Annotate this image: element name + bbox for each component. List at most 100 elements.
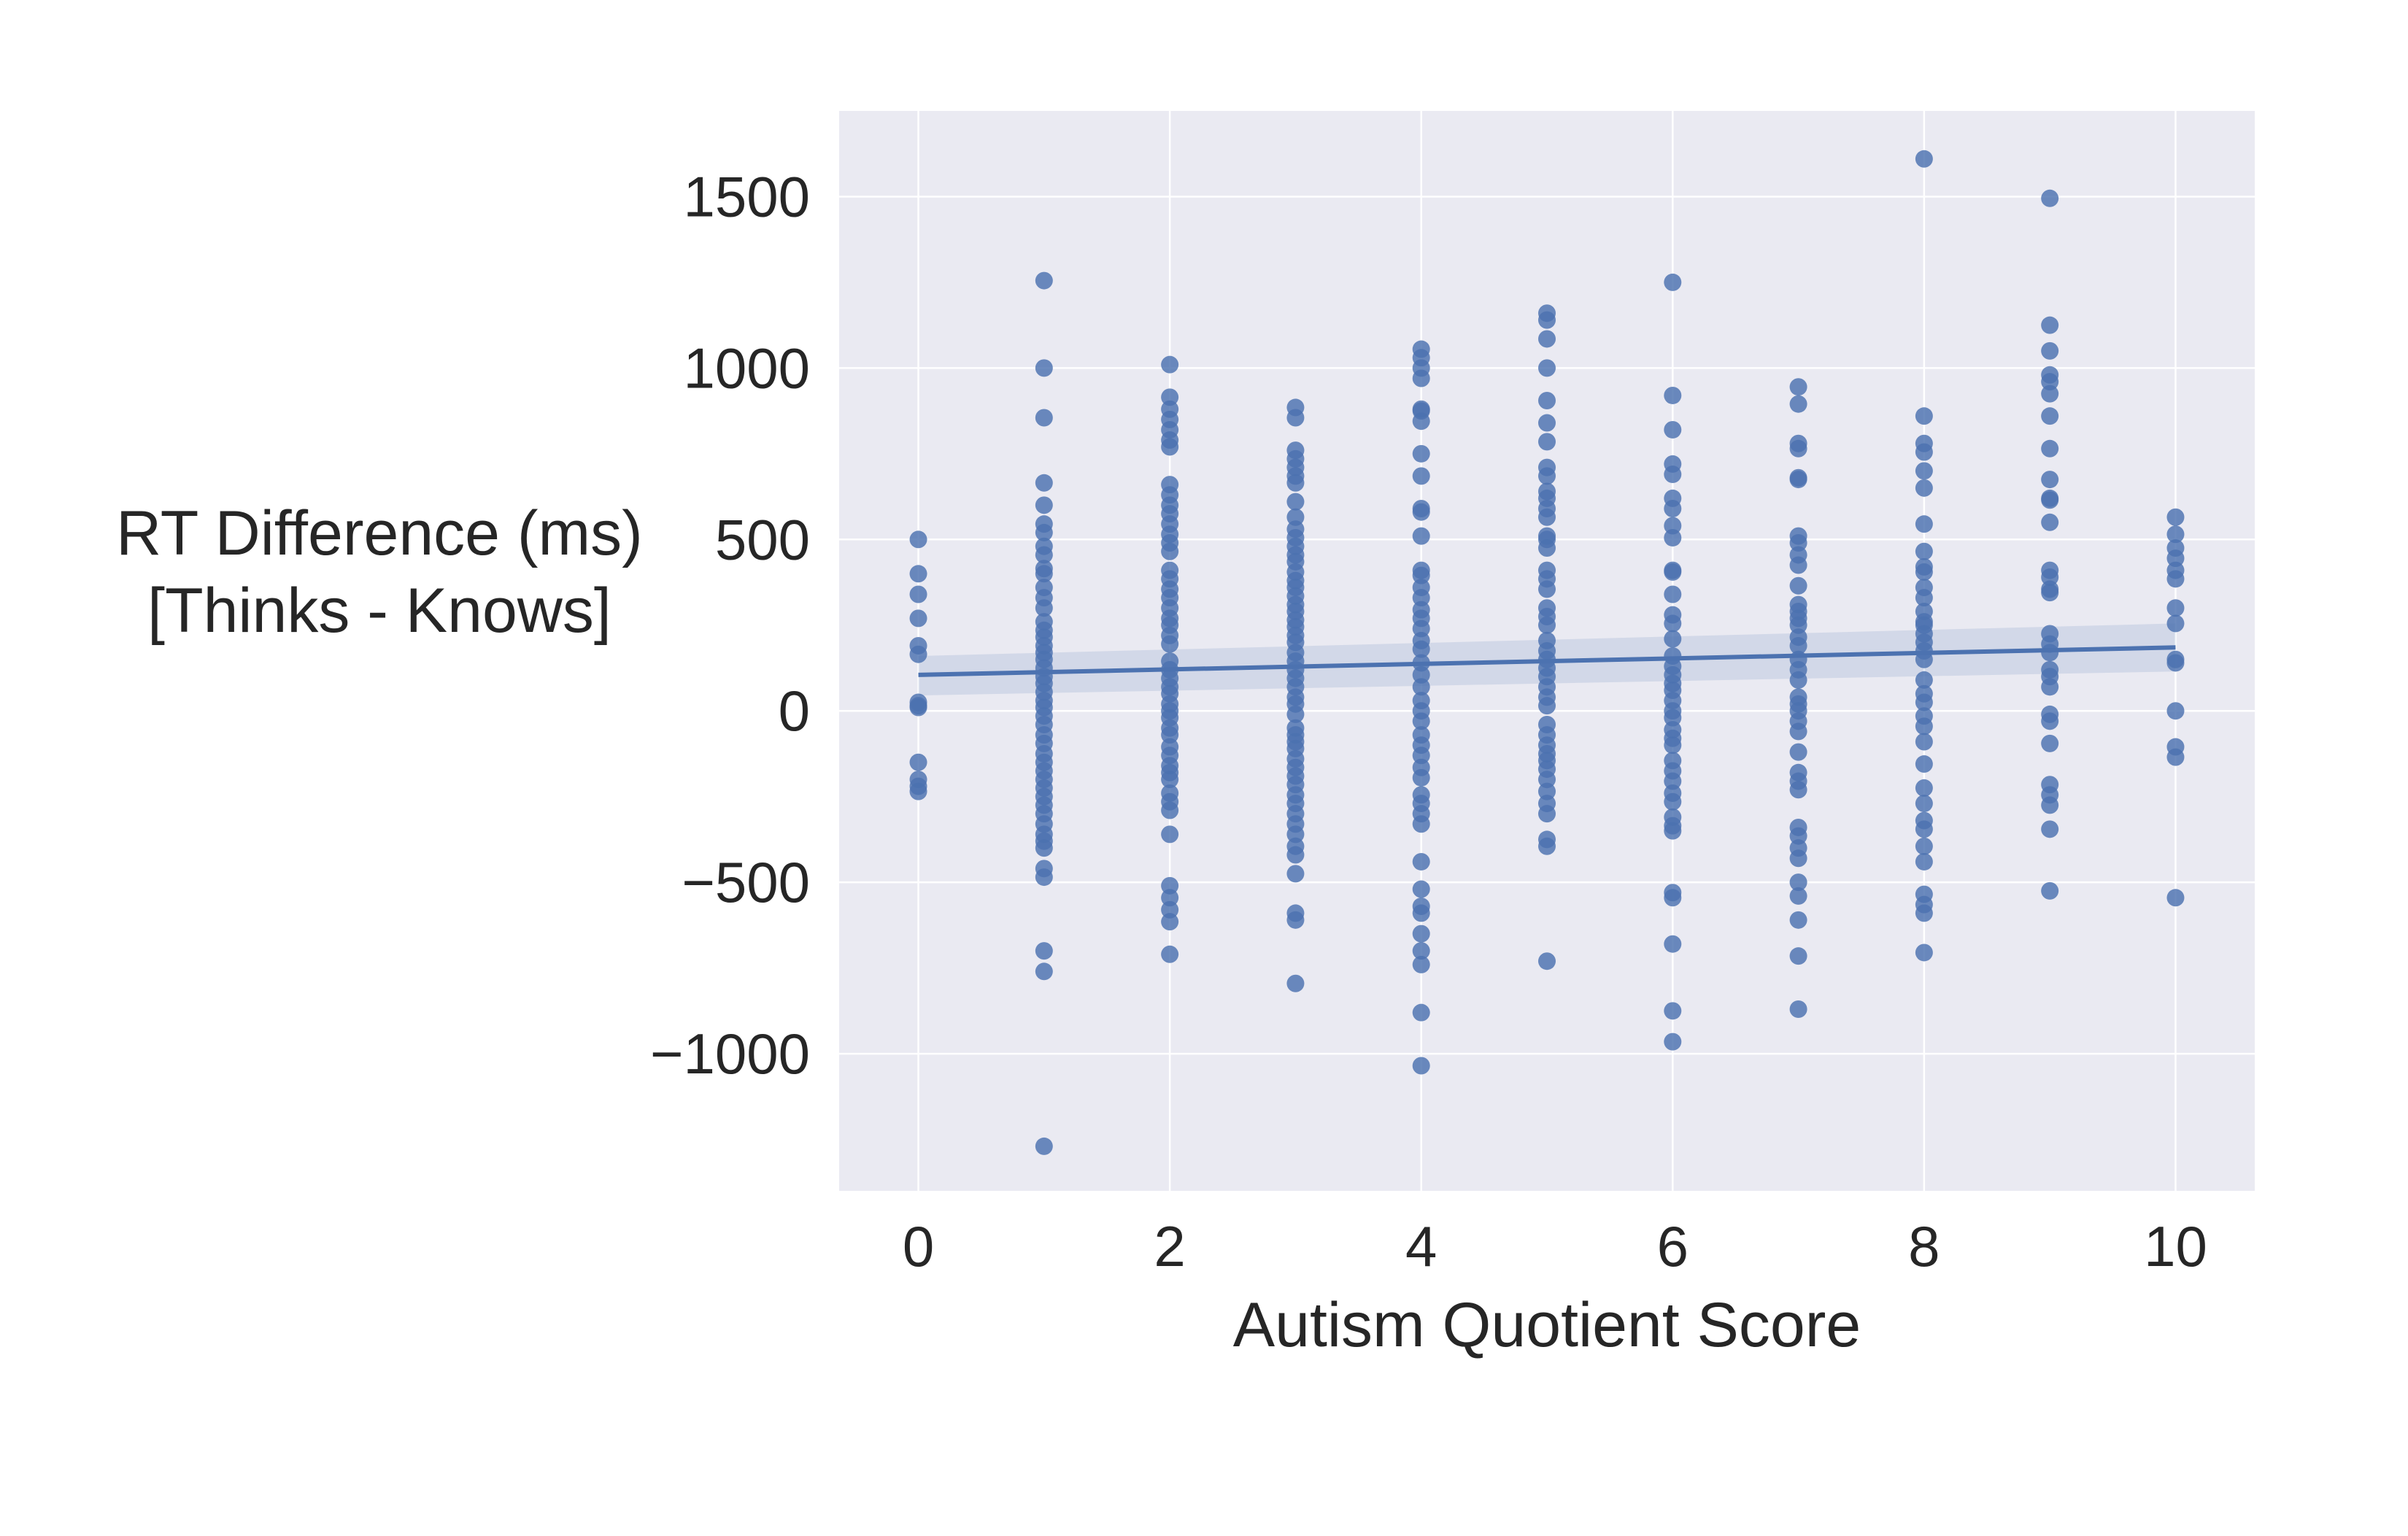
x-tick-label: 4 [1405,1214,1437,1278]
data-point [2166,599,2185,617]
data-point [2041,189,2059,207]
data-point [1412,768,1430,787]
data-point [1161,355,1179,374]
data-point [1161,913,1179,931]
data-point [1664,466,1682,484]
data-point [1286,865,1305,883]
data-point [1664,792,1682,811]
y-axis-label-line-1: RT Difference (ms) [116,498,643,568]
data-point [1538,580,1556,598]
x-tick-label: 10 [2144,1214,2207,1278]
data-point [909,565,927,583]
data-point [1664,709,1682,727]
data-point [1161,771,1179,789]
data-point [1161,825,1179,844]
data-point [2041,491,2059,509]
data-point [1789,534,1807,552]
data-point [2041,568,2059,586]
x-tick-label: 6 [1657,1214,1689,1278]
data-point [1161,726,1179,744]
data-points [909,150,2185,1155]
data-point [2041,734,2059,752]
data-point [1035,868,1053,887]
data-point [1915,717,1933,736]
data-point [1915,462,1933,480]
data-point [1538,311,1556,329]
data-point [1789,556,1807,574]
data-point [1664,563,1682,581]
data-point [1412,746,1430,765]
data-point [2041,341,2059,360]
data-point [1412,904,1430,922]
data-point [1035,496,1053,514]
data-point [2041,385,2059,403]
data-point [1789,576,1807,595]
data-point [2041,471,2059,489]
data-point [1412,942,1430,960]
data-point [1915,755,1933,773]
data-point [1789,911,1807,929]
x-tick-labels: 0 2 4 6 8 10 [903,1214,2207,1278]
data-point [2041,644,2059,662]
data-point [1538,539,1556,557]
data-point [1789,849,1807,868]
data-point [1915,407,1933,425]
data-point [1664,889,1682,907]
data-point [1915,820,1933,838]
data-point [2041,407,2059,425]
data-point [1035,409,1053,427]
data-point [1664,614,1682,633]
data-point [1412,589,1430,607]
data-point [1035,962,1053,981]
data-point [909,585,927,603]
data-point [1789,636,1807,655]
data-point [1789,887,1807,905]
data-point [2041,678,2059,696]
data-point [1161,945,1179,963]
data-point [1161,876,1179,895]
data-point [1664,822,1682,840]
data-point [1286,825,1305,844]
data-point [1161,635,1179,653]
data-point [1789,743,1807,761]
data-point [1286,974,1305,992]
data-point [1412,369,1430,387]
data-point [1286,911,1305,929]
data-point [2041,712,2059,730]
data-point [1035,599,1053,617]
data-point [1915,904,1933,922]
y-tick-label: 500 [715,507,810,571]
data-point [1412,1003,1430,1022]
data-point [1412,665,1430,684]
y-tick-labels: −1000 −500 0 500 1000 1500 [650,164,810,1086]
data-point [1412,925,1430,943]
data-point [1915,443,1933,461]
data-point [1412,503,1430,521]
data-point [2041,584,2059,602]
data-point [1789,616,1807,634]
data-point [1664,1002,1682,1020]
data-point [1538,392,1556,410]
data-point [1789,781,1807,799]
data-point [1789,378,1807,396]
data-point [1412,852,1430,871]
data-point [1538,616,1556,634]
data-point [1664,630,1682,648]
data-point [1915,515,1933,533]
data-point [909,609,927,628]
data-point [2041,316,2059,334]
data-point [1035,271,1053,290]
data-point [1789,873,1807,892]
data-point [1789,671,1807,689]
data-point [1412,880,1430,898]
data-point [1538,782,1556,800]
data-point [1915,693,1933,711]
data-point [1915,795,1933,813]
data-point [1538,771,1556,789]
data-point [1789,1000,1807,1018]
data-point [2166,614,2185,633]
data-point [1915,542,1933,560]
data-point [1789,722,1807,741]
data-point [1286,493,1305,511]
